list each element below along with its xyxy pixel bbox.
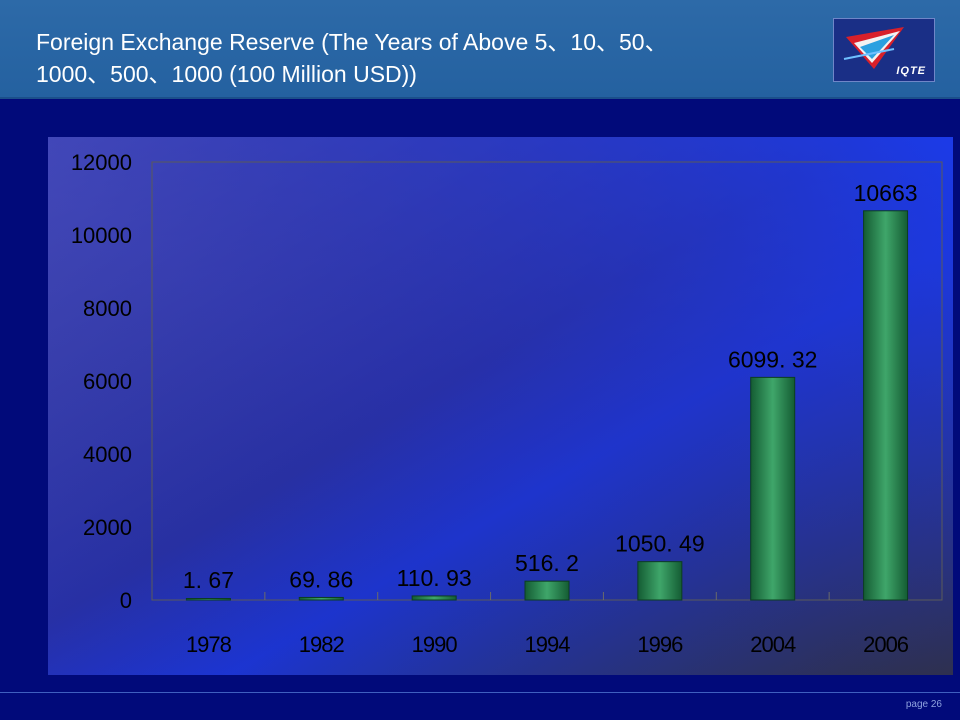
bar-1996	[637, 561, 683, 601]
x-tick-label: 1990	[412, 632, 458, 657]
chart-panel: 0 2000 4000 6000 8000 10000 12000 1978 1982 1990…	[48, 137, 953, 675]
bar-2004	[750, 376, 796, 601]
value-label-1990: 110. 93	[397, 565, 472, 591]
bar-1982	[298, 596, 344, 601]
value-label-1978: 1. 67	[183, 567, 234, 593]
x-tick-label: 1982	[299, 632, 345, 657]
y-tick-label: 6000	[83, 369, 132, 394]
logo-text: IQTE	[896, 65, 926, 77]
x-tick-label: 1978	[186, 632, 232, 657]
x-tick-label: 2006	[863, 632, 909, 657]
slide-title-line-2: 1000、500、1000 (100 Million USD))	[36, 61, 417, 87]
logo-arrow-icon	[843, 27, 904, 69]
bar-2006	[863, 210, 909, 601]
value-label-1996: 1050. 49	[615, 531, 705, 557]
bar-1990	[411, 595, 457, 601]
value-label-2004: 6099. 32	[728, 346, 818, 372]
y-tick-label: 10000	[71, 223, 132, 248]
x-tick-label: 1994	[525, 632, 571, 657]
x-tick-label: 2004	[750, 632, 796, 657]
value-label-2006: 10663	[854, 180, 918, 206]
y-tick-label: 2000	[83, 515, 132, 540]
slide-header: Foreign Exchange Reserve (The Years of A…	[0, 0, 960, 99]
bar-chart: 0 2000 4000 6000 8000 10000 12000 1978 1982 1990…	[48, 137, 953, 675]
page-number: page 26	[905, 699, 942, 710]
bar-1978	[185, 598, 231, 601]
y-tick-label: 0	[120, 588, 132, 613]
y-tick-label: 4000	[83, 442, 132, 467]
bar-1994	[524, 580, 570, 601]
y-tick-label: 8000	[83, 296, 132, 321]
iqte-logo: IQTE	[833, 18, 935, 82]
slide-title: Foreign Exchange Reserve (The Years of A…	[36, 26, 816, 90]
value-label-1994: 516. 2	[515, 550, 579, 576]
x-tick-label: 1996	[637, 632, 683, 657]
footer-divider	[0, 692, 960, 693]
slide-title-line-1: Foreign Exchange Reserve (The Years of A…	[36, 29, 668, 55]
y-tick-label: 12000	[71, 150, 132, 175]
value-label-1982: 69. 86	[289, 566, 353, 592]
